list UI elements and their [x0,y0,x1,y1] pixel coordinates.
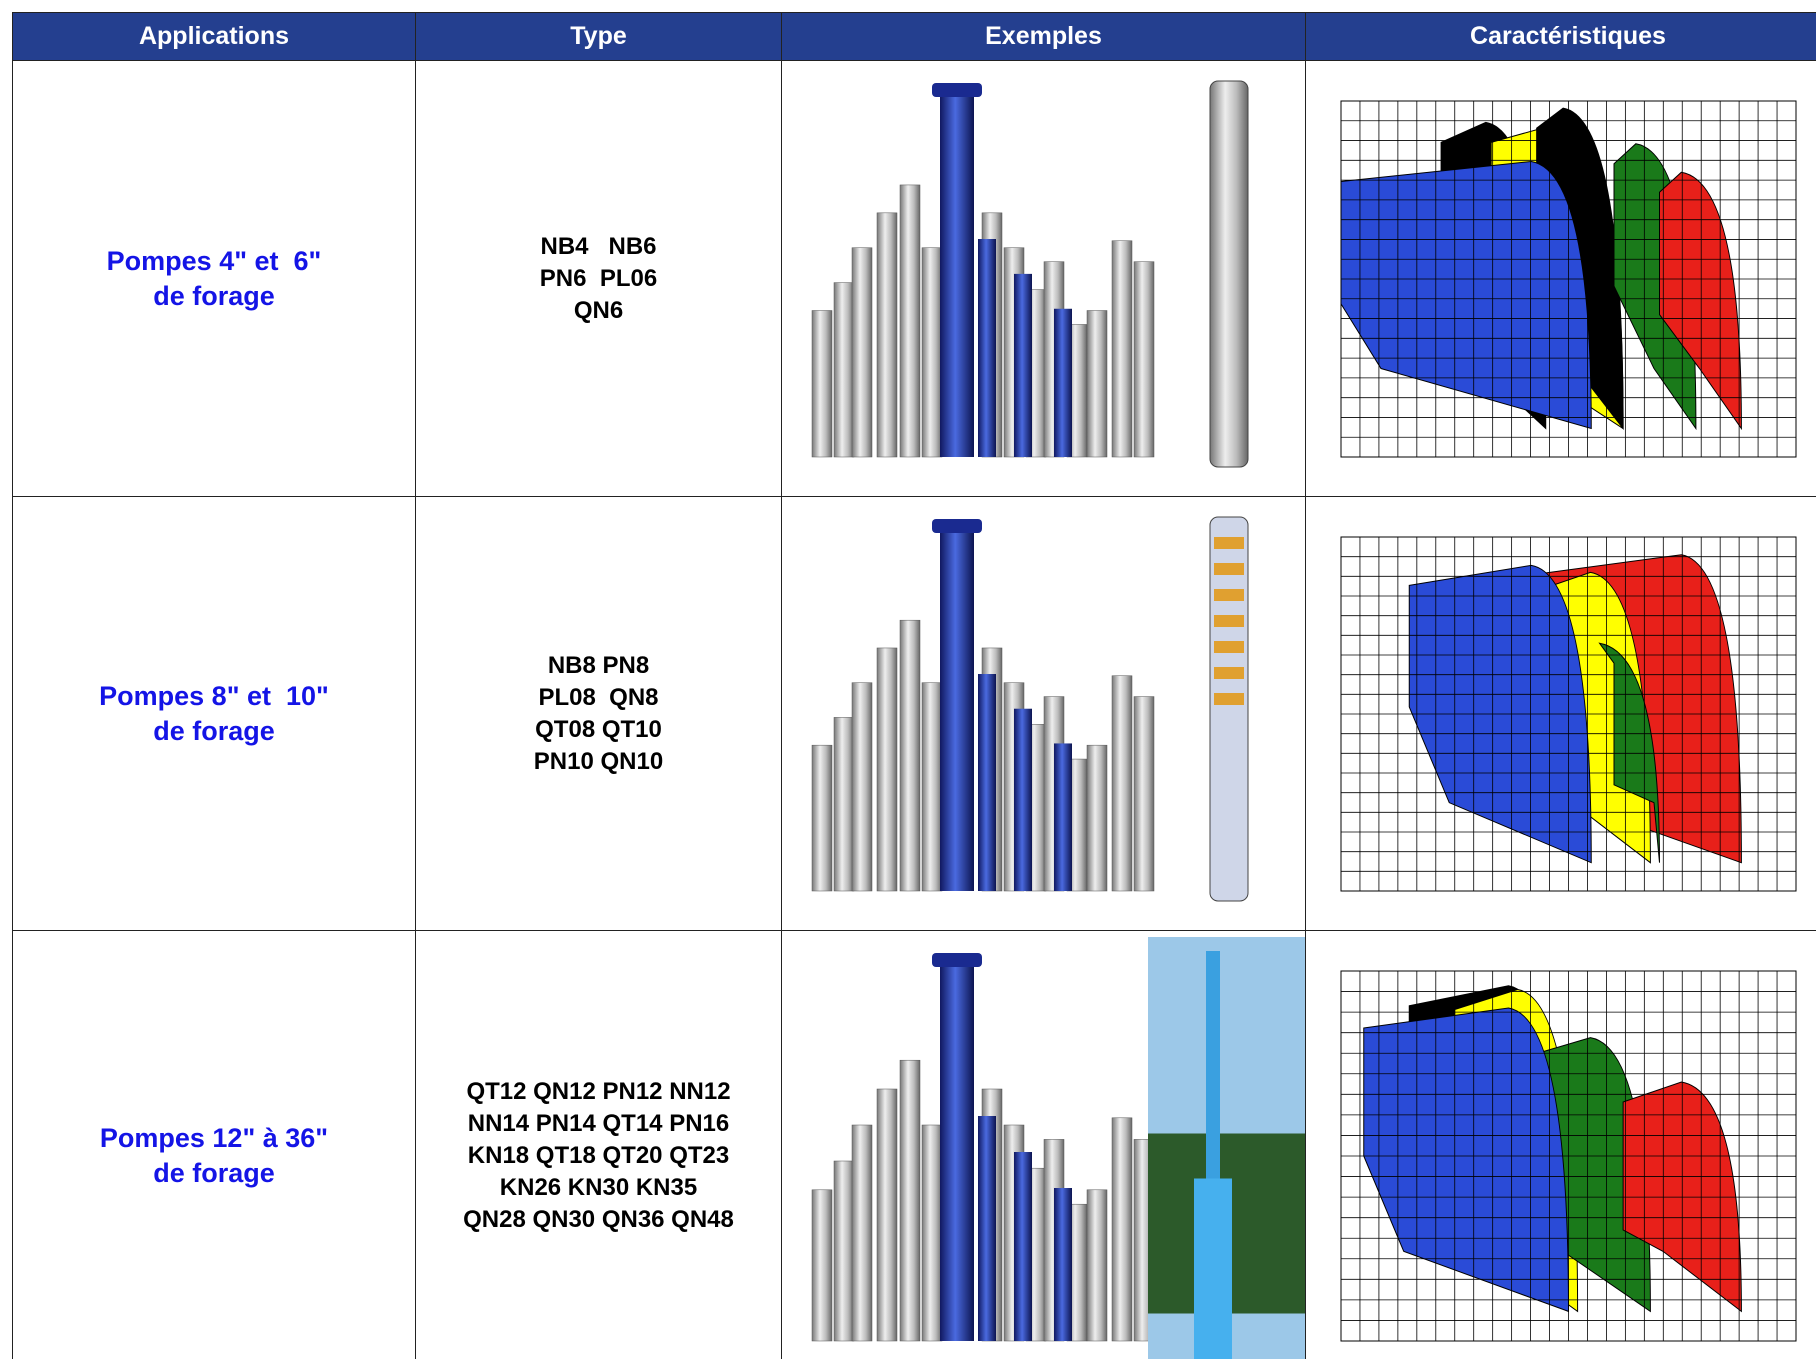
text-line: QN6 [573,296,624,324]
shape [833,717,854,892]
shape [876,212,897,458]
text-line: QN28 QN30 QN36 QN48 [463,1205,734,1233]
shape [1209,80,1248,468]
text-line: QT08 QT10 [535,715,662,743]
svg [1340,970,1796,1342]
shape [1213,615,1244,627]
shape [1086,1189,1107,1342]
shape [939,91,974,457]
shape [1213,693,1244,705]
text-line: de forage [153,280,275,311]
shape [939,961,974,1341]
text-line: KN18 QT18 QT20 QT23 [467,1141,730,1169]
shape [811,1189,832,1342]
text-line: NN14 PN14 QT14 PN16 [467,1109,730,1137]
shape [1111,1117,1132,1342]
shape [899,619,920,892]
path [1658,171,1742,431]
header-cell: Caractéristiques [1305,12,1816,61]
shape [1053,1188,1072,1341]
shape [876,647,897,892]
shape [899,1059,920,1342]
characteristic-chart [1305,930,1816,1359]
text-line: de forage [153,715,275,746]
text-line: KN26 KN30 KN35 [499,1173,698,1201]
shape [977,239,996,457]
shape [939,527,974,891]
shape [921,1124,942,1342]
application-cell: Pompes 12" à 36" de forage [12,930,416,1359]
text-line: Type [570,22,627,50]
shape [1193,1178,1232,1359]
shape [1013,273,1032,457]
text-line: Pompes 4" et 6" [106,245,322,276]
shape [1213,563,1244,575]
text-line: de forage [153,1157,275,1188]
shape [811,744,832,892]
svg [1340,536,1796,892]
shape [1213,537,1244,549]
shape [851,682,872,892]
svg [1340,100,1796,458]
shape [977,1116,996,1341]
shape [977,674,996,891]
shape [1053,308,1072,457]
header-cell: Type [415,12,782,61]
shape [1213,641,1244,653]
shape [1086,310,1107,458]
text-line: Exemples [985,22,1102,50]
example-image [781,930,1306,1359]
application-cell: Pompes 8" et 10" de forage [12,496,416,931]
shape [1053,743,1072,891]
header-cell: Exemples [781,12,1306,61]
shape [1213,667,1244,679]
text-line: Caractéristiques [1470,22,1666,50]
svg [811,937,1306,1359]
shape [851,1124,872,1342]
characteristic-chart [1305,496,1816,931]
characteristic-chart [1305,60,1816,497]
shape [876,1088,897,1342]
text-line: PN10 QN10 [533,747,664,775]
text-line: PN6 PL06 [539,264,658,292]
example-image [781,496,1306,931]
text-line: Pompes 12" à 36" [99,1122,329,1153]
shape [931,83,982,97]
shape [1111,675,1132,892]
shape [899,184,920,458]
shape [1086,744,1107,892]
shape [1209,516,1248,902]
shape [921,247,942,458]
shape [833,282,854,458]
shape [851,247,872,458]
shape [811,310,832,458]
application-cell: Pompes 4" et 6" de forage [12,60,416,497]
type-cell: NB4 NB6 PN6 PL06 QN6 [415,60,782,497]
shape [1133,261,1154,458]
shape [921,682,942,892]
text-line: PL08 QN8 [538,683,659,711]
text-line: NB4 NB6 [540,232,657,260]
shape [1213,589,1244,601]
type-cell: QT12 QN12 PN12 NN12 NN14 PN14 QT14 PN16 KN… [415,930,782,1359]
text-line: NB8 PN8 [547,651,650,679]
shape [1013,708,1032,891]
shape [1133,696,1154,892]
shape [833,1160,854,1342]
example-image [781,60,1306,497]
header-cell: Applications [12,12,416,61]
text-line: QT12 QN12 PN12 NN12 [466,1077,731,1105]
shape [931,953,982,967]
shape [1013,1152,1032,1341]
text-line: Applications [138,22,289,50]
text-line: Pompes 8" et 10" [99,680,329,711]
svg [811,516,1248,902]
shape [931,519,982,533]
shape [1111,240,1132,458]
path [1340,161,1592,430]
type-cell: NB8 PN8 PL08 QN8 QT08 QT10 PN10 QN10 [415,496,782,931]
svg [811,80,1248,468]
